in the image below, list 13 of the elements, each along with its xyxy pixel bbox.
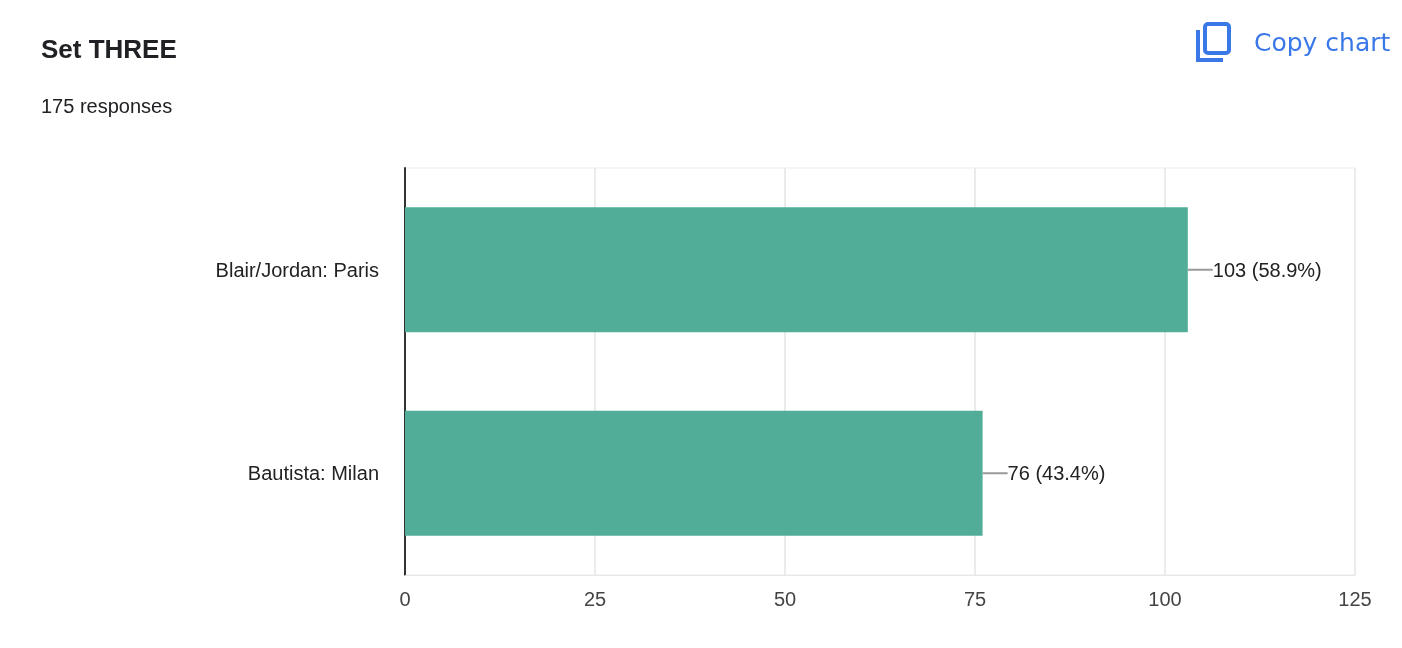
x-tick-label: 75 [963, 588, 987, 610]
y-tick-label: Blair/Jordan: Paris [215, 258, 379, 281]
x-tick-label: 25 [583, 588, 607, 610]
text: 175 responses [41, 95, 173, 117]
x-tick-label: 125 [1338, 588, 1372, 610]
x-tick-label: 100 [1148, 588, 1182, 610]
x-tick-label: 0 [399, 588, 411, 610]
text: Set THREE [41, 34, 177, 64]
text: Copy chart [1254, 27, 1391, 57]
data-label: 76 (43.4%) [1007, 462, 1106, 485]
x-tick-label: 50 [773, 588, 797, 610]
data-label: 103 (58.9%) [1212, 258, 1322, 281]
y-tick-label: Bautista: Milan [247, 462, 379, 485]
